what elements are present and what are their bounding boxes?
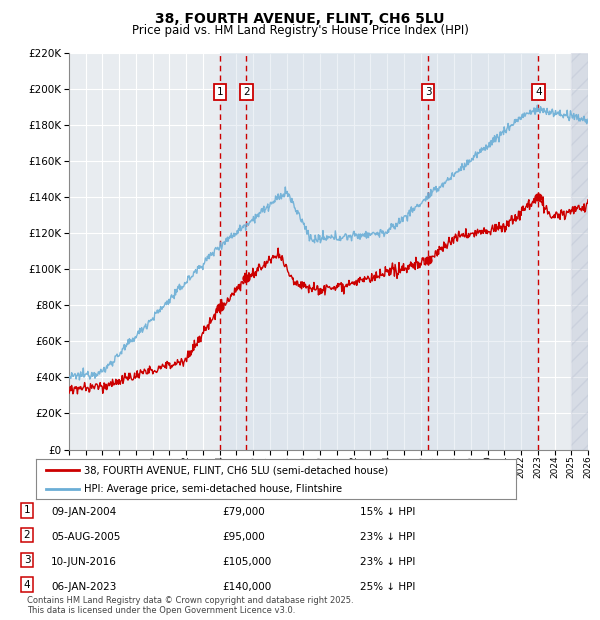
Text: 38, FOURTH AVENUE, FLINT, CH6 5LU (semi-detached house): 38, FOURTH AVENUE, FLINT, CH6 5LU (semi-… bbox=[84, 465, 388, 475]
Text: 09-JAN-2004: 09-JAN-2004 bbox=[51, 507, 116, 517]
Text: £140,000: £140,000 bbox=[222, 582, 271, 591]
Text: Price paid vs. HM Land Registry's House Price Index (HPI): Price paid vs. HM Land Registry's House … bbox=[131, 24, 469, 37]
Text: 38, FOURTH AVENUE, FLINT, CH6 5LU: 38, FOURTH AVENUE, FLINT, CH6 5LU bbox=[155, 12, 445, 27]
Text: £95,000: £95,000 bbox=[222, 532, 265, 542]
Text: 1: 1 bbox=[23, 505, 31, 515]
Bar bbox=[220, 53, 538, 450]
Text: 1: 1 bbox=[217, 87, 223, 97]
Text: 15% ↓ HPI: 15% ↓ HPI bbox=[360, 507, 415, 517]
Text: 05-AUG-2005: 05-AUG-2005 bbox=[51, 532, 121, 542]
Text: 10-JUN-2016: 10-JUN-2016 bbox=[51, 557, 117, 567]
Text: 3: 3 bbox=[425, 87, 431, 97]
Text: £105,000: £105,000 bbox=[222, 557, 271, 567]
Text: 2: 2 bbox=[23, 530, 31, 540]
Text: 4: 4 bbox=[23, 580, 31, 590]
Text: 3: 3 bbox=[23, 555, 31, 565]
Text: HPI: Average price, semi-detached house, Flintshire: HPI: Average price, semi-detached house,… bbox=[84, 484, 342, 494]
Text: 2: 2 bbox=[243, 87, 250, 97]
Text: £79,000: £79,000 bbox=[222, 507, 265, 517]
Text: 06-JAN-2023: 06-JAN-2023 bbox=[51, 582, 116, 591]
Text: 23% ↓ HPI: 23% ↓ HPI bbox=[360, 557, 415, 567]
Text: 23% ↓ HPI: 23% ↓ HPI bbox=[360, 532, 415, 542]
Text: 4: 4 bbox=[535, 87, 542, 97]
Bar bbox=[571, 53, 588, 450]
Text: Contains HM Land Registry data © Crown copyright and database right 2025.
This d: Contains HM Land Registry data © Crown c… bbox=[27, 596, 353, 615]
Text: 25% ↓ HPI: 25% ↓ HPI bbox=[360, 582, 415, 591]
